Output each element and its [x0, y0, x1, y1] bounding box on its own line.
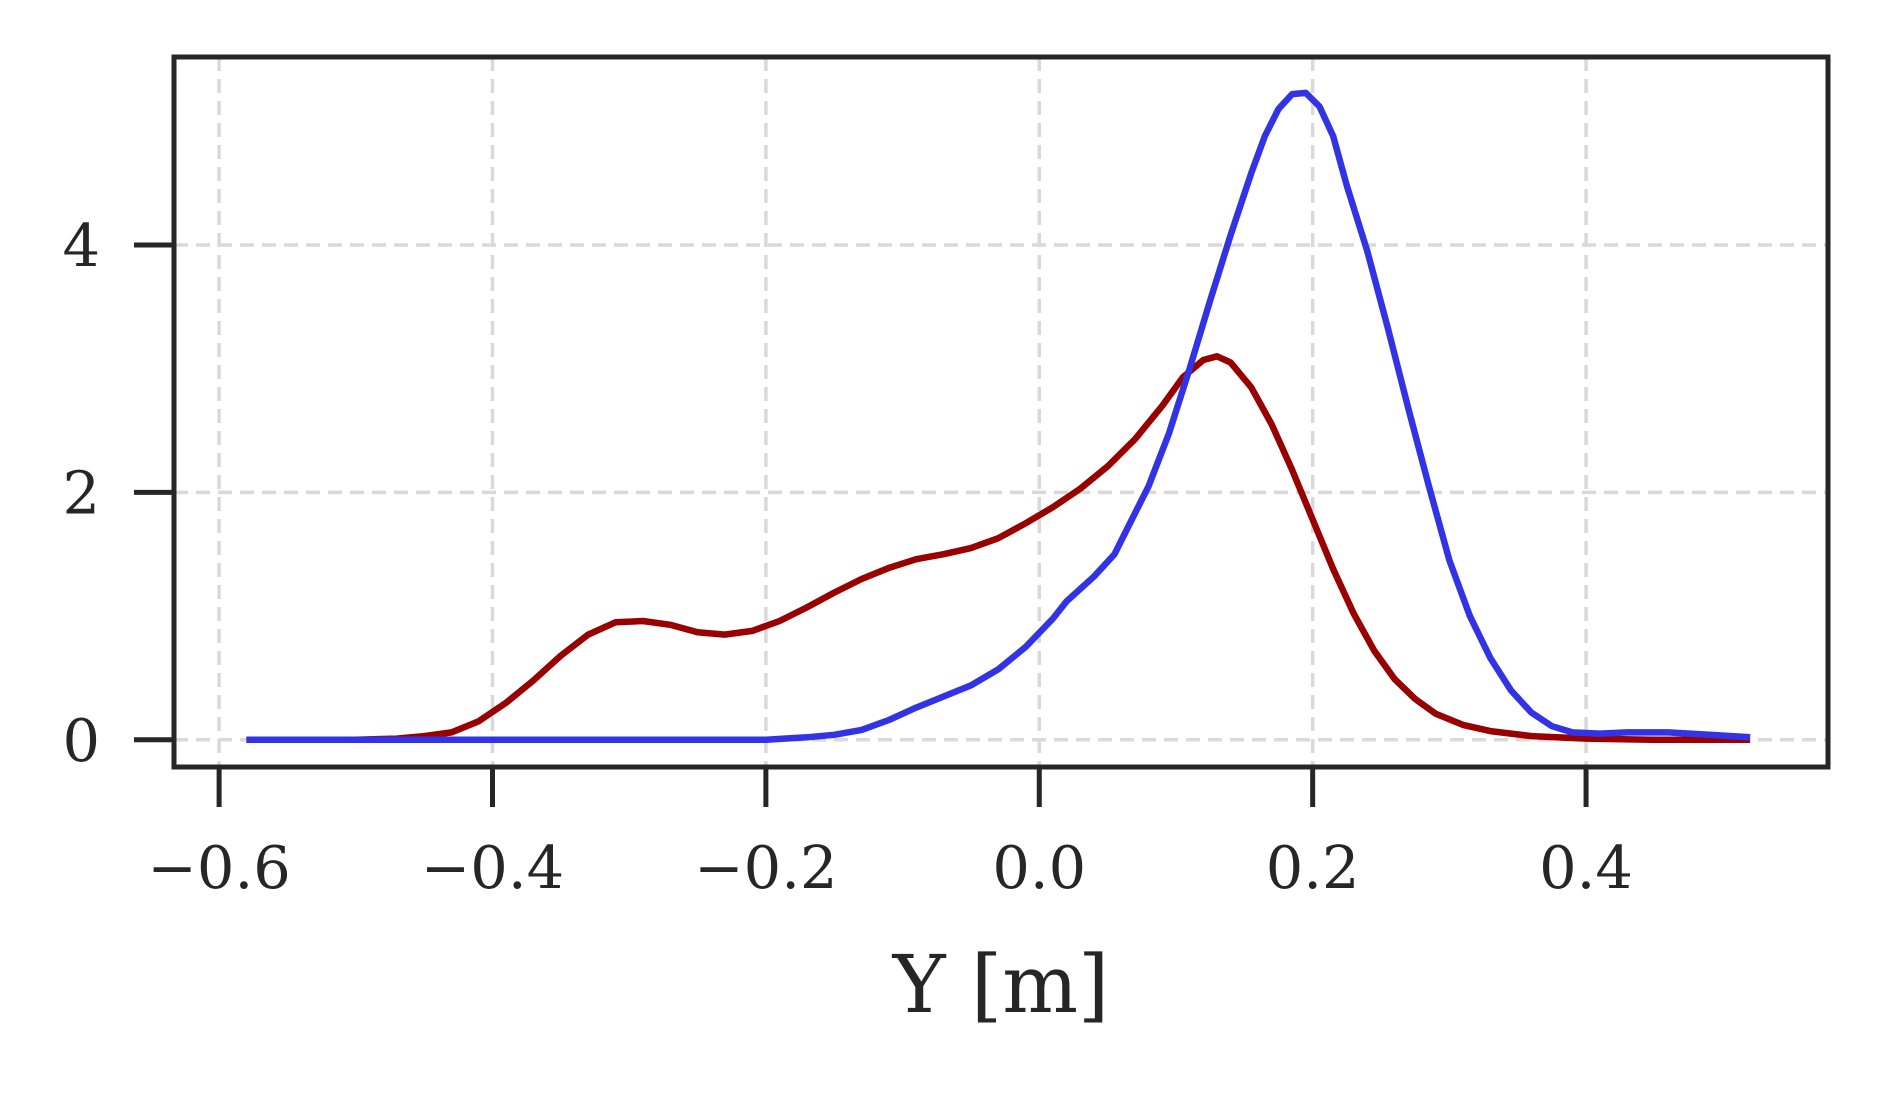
y-tick-label: 4	[62, 211, 100, 280]
tick-layer: −0.6 −0.4 −0.2 0.0 0.2 0.4 0 2 4	[62, 211, 1633, 902]
x-axis-label: Y [m]	[892, 938, 1110, 1031]
series-line	[246, 89, 1751, 744]
plot-frame	[171, 54, 1831, 770]
series-layer	[246, 89, 1751, 744]
x-tick-label: 0.4	[1539, 833, 1633, 902]
x-tick-label: −0.4	[421, 833, 564, 902]
x-tick-label: 0.0	[992, 833, 1086, 902]
x-tick-label: −0.6	[147, 833, 290, 902]
x-tick-label: 0.2	[1266, 833, 1360, 902]
y-tick-label: 0	[62, 706, 100, 775]
series-line	[246, 353, 1751, 744]
grid-layer	[174, 57, 1828, 767]
x-tick-label: −0.2	[694, 833, 837, 902]
y-tick-label: 2	[62, 458, 100, 527]
